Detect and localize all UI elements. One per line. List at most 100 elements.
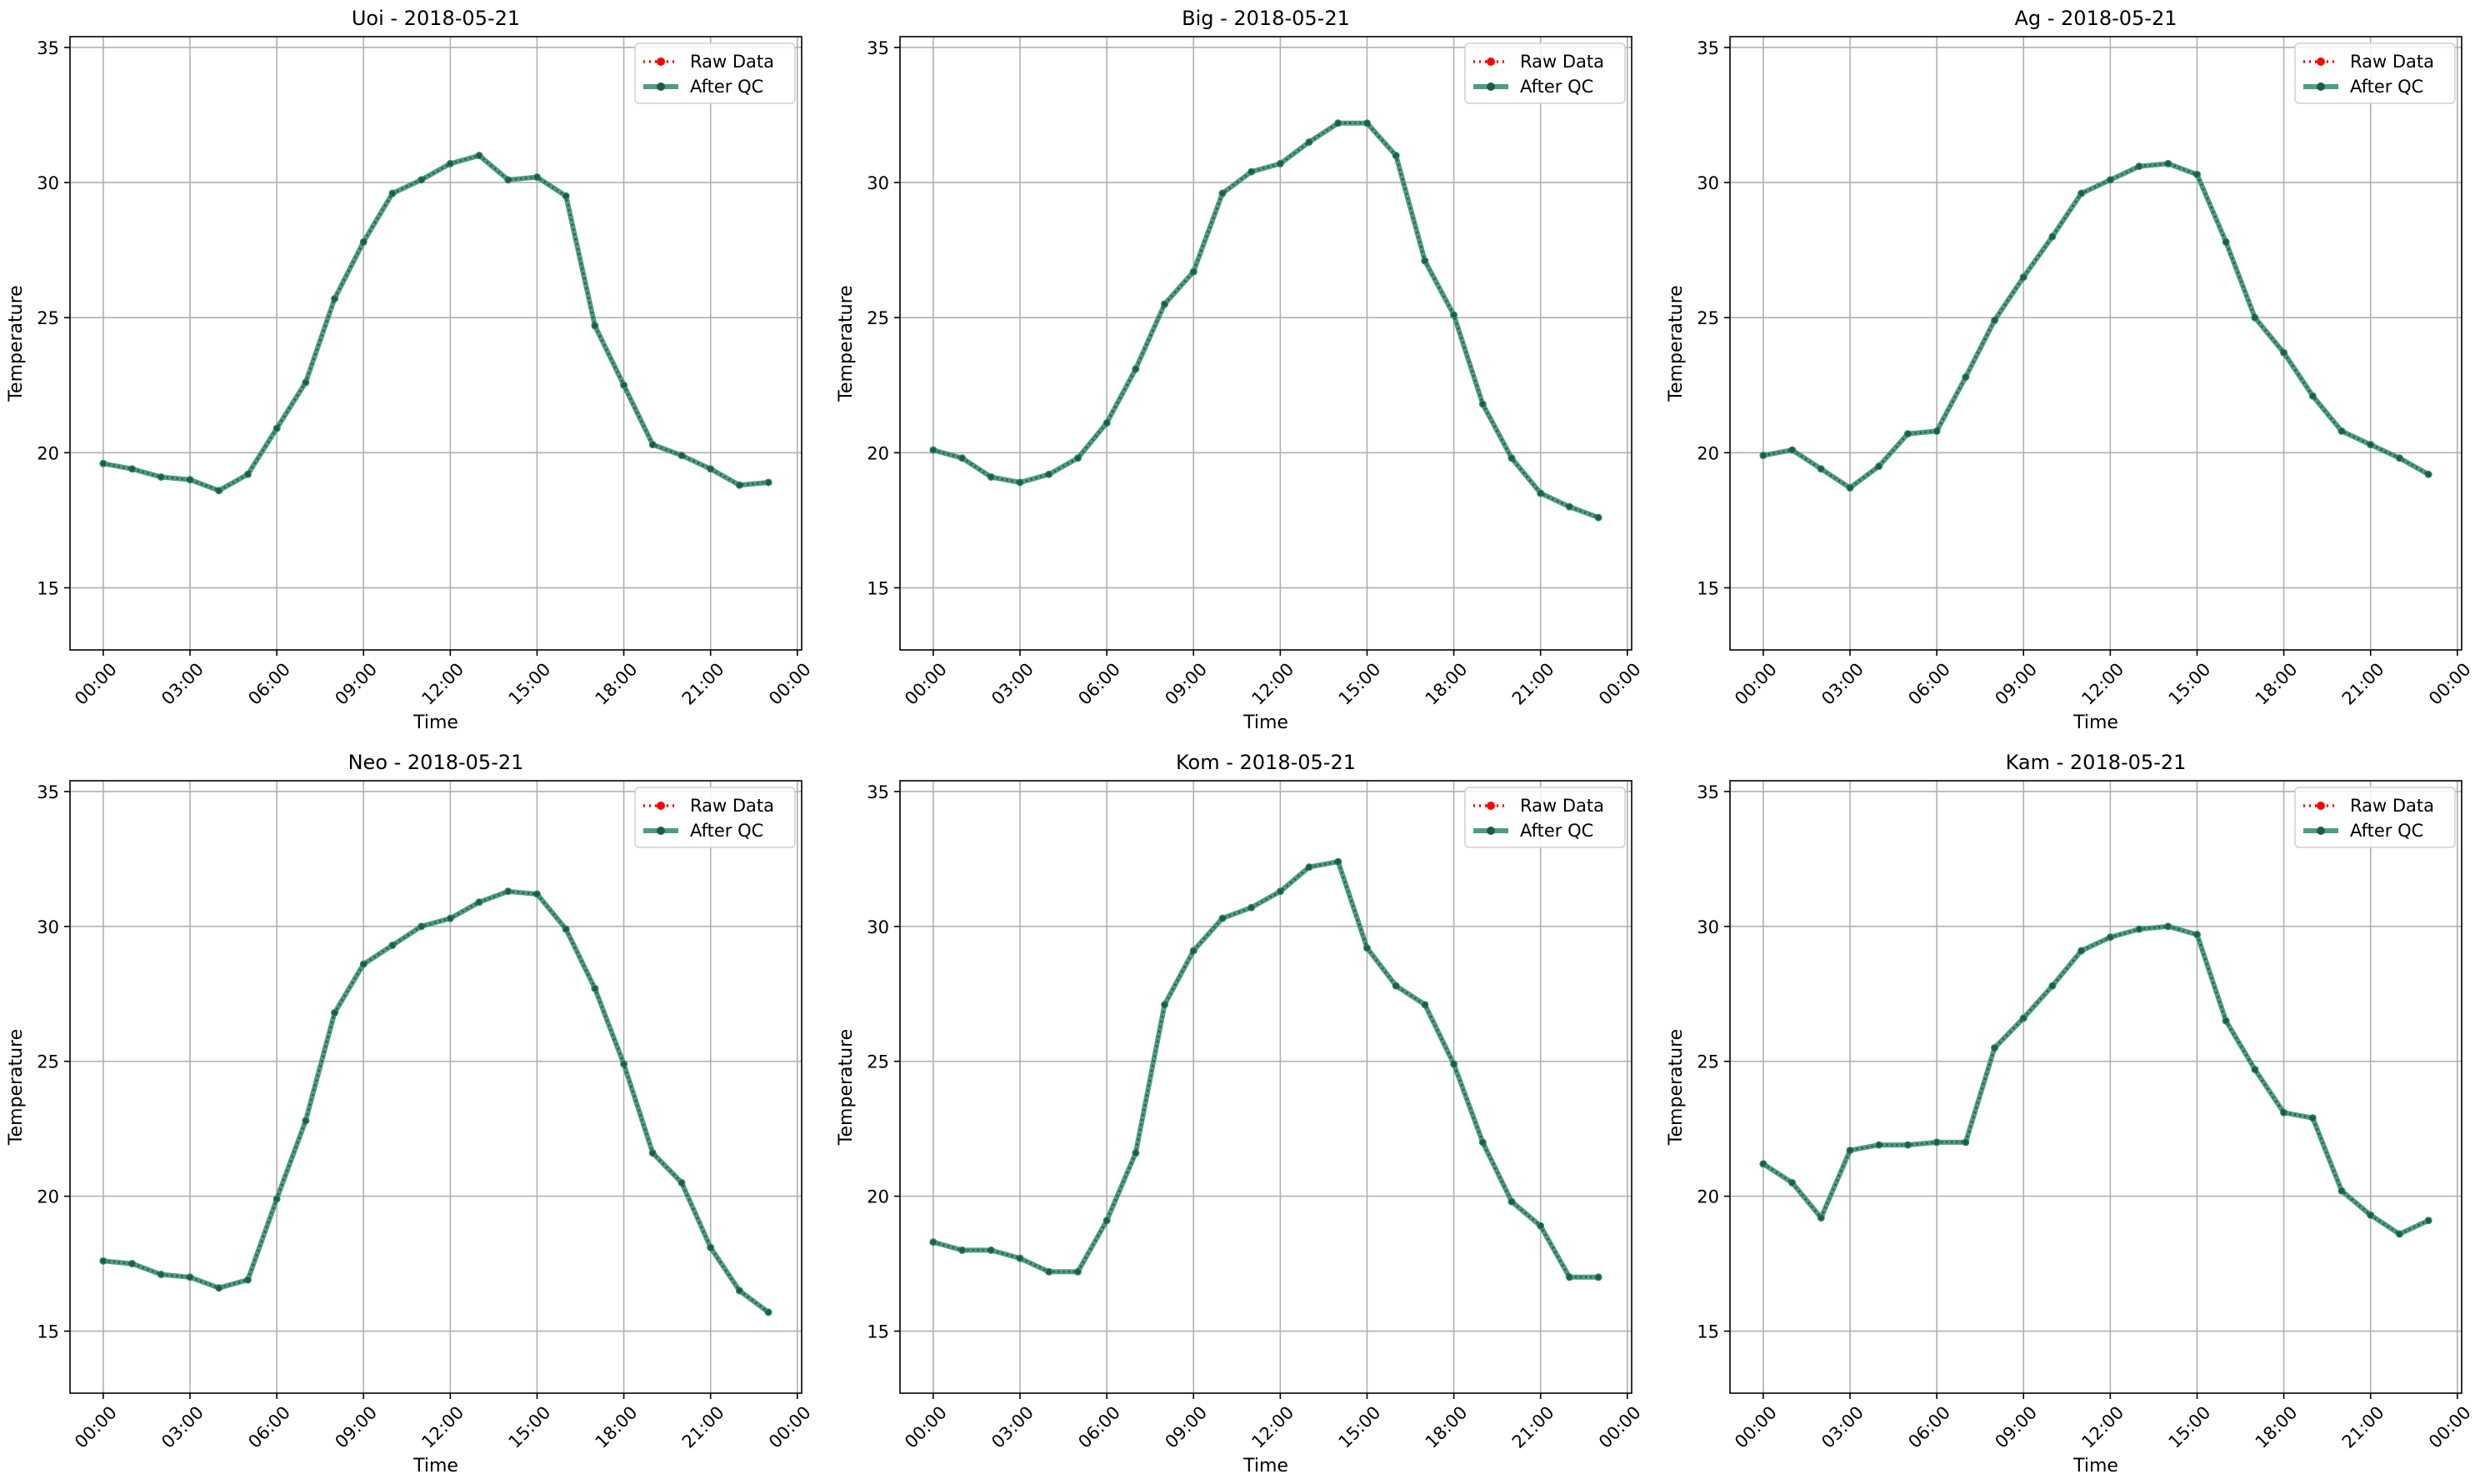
- legend-marker-after-qc: [2317, 827, 2325, 835]
- data-point-raw-data: [418, 177, 424, 183]
- plot-frame: [69, 36, 802, 651]
- x-tick-label: 21:00: [1508, 659, 1558, 709]
- x-tick-label: 21:00: [1508, 1402, 1558, 1452]
- data-point-raw-data: [765, 479, 772, 486]
- subplot-title: Ag - 2018-05-21: [2014, 7, 2177, 30]
- y-axis-label: Temperature: [1666, 1029, 1687, 1146]
- x-tick-label: 12:00: [418, 1402, 468, 1452]
- legend-marker-after-qc: [1487, 827, 1495, 835]
- data-point-raw-data: [302, 379, 309, 386]
- data-point-raw-data: [1962, 374, 1969, 380]
- y-axis-label: Temperature: [6, 285, 27, 402]
- x-tick-label: 09:00: [1991, 1402, 2041, 1452]
- data-point-raw-data: [245, 472, 251, 477]
- x-axis-label: Time: [412, 712, 458, 733]
- series-line-raw-data: [932, 122, 1599, 519]
- data-point-raw-data: [1992, 1045, 1998, 1051]
- data-point-raw-data: [2222, 239, 2229, 245]
- y-tick-label: 15: [867, 578, 889, 598]
- data-point-raw-data: [1818, 466, 1824, 472]
- x-tick-label: 03:00: [1818, 1402, 1868, 1452]
- data-point-raw-data: [2136, 926, 2142, 932]
- x-tick-label: 00:00: [901, 659, 951, 709]
- x-tick-label: 00:00: [2425, 1402, 2475, 1452]
- data-point-raw-data: [129, 466, 135, 472]
- data-point-raw-data: [592, 986, 598, 992]
- x-tick-label: 00:00: [901, 1402, 951, 1452]
- data-point-raw-data: [245, 1277, 251, 1283]
- x-tick-label: 00:00: [71, 659, 121, 709]
- legend-marker-raw-data: [657, 802, 665, 810]
- data-point-raw-data: [1595, 1274, 1602, 1280]
- y-tick-label: 25: [1697, 1052, 1719, 1072]
- data-point-raw-data: [1162, 1002, 1168, 1007]
- data-point-raw-data: [1364, 120, 1370, 126]
- x-tick-label: 12:00: [1248, 659, 1298, 709]
- data-point-raw-data: [1132, 1150, 1139, 1157]
- data-point-raw-data: [332, 296, 338, 302]
- data-point-raw-data: [765, 1309, 772, 1316]
- legend-label-raw-data: Raw Data: [1520, 52, 1604, 72]
- data-point-raw-data: [158, 1272, 164, 1277]
- data-point-raw-data: [2108, 934, 2113, 940]
- data-point-raw-data: [2049, 233, 2056, 240]
- series-line-raw-data: [932, 860, 1599, 1279]
- data-point-raw-data: [737, 1287, 742, 1294]
- data-point-raw-data: [1335, 120, 1341, 126]
- x-tick-label: 15:00: [505, 1402, 555, 1452]
- data-point-raw-data: [448, 161, 453, 167]
- legend-marker-after-qc: [657, 827, 665, 835]
- y-tick-label: 30: [37, 917, 59, 937]
- legend: Raw Data After QC: [2294, 787, 2456, 848]
- x-tick-label: 12:00: [2078, 1402, 2128, 1452]
- x-tick-label: 06:00: [1904, 659, 1954, 709]
- data-point-raw-data: [988, 474, 994, 480]
- x-tick-label: 15:00: [505, 659, 555, 709]
- data-point-raw-data: [2252, 1067, 2258, 1072]
- x-tick-label: 15:00: [2165, 659, 2215, 709]
- data-point-raw-data: [1876, 1142, 1882, 1148]
- data-point-raw-data: [678, 452, 685, 458]
- data-point-raw-data: [2281, 350, 2287, 356]
- data-point-raw-data: [621, 1061, 627, 1067]
- data-point-raw-data: [389, 942, 396, 948]
- data-point-raw-data: [1248, 168, 1254, 175]
- x-tick-label: 00:00: [1731, 1402, 1781, 1452]
- data-point-raw-data: [534, 174, 540, 180]
- legend-marker-after-qc: [657, 82, 665, 91]
- subplot-title: Neo - 2018-05-21: [348, 751, 524, 774]
- data-point-raw-data: [1017, 1255, 1023, 1262]
- x-tick-label: 00:00: [1595, 659, 1645, 709]
- data-point-raw-data: [708, 1244, 713, 1251]
- x-tick-label: 21:00: [678, 1402, 728, 1452]
- subplot-title: Kam - 2018-05-21: [2006, 751, 2187, 774]
- y-tick-label: 20: [867, 443, 889, 463]
- data-point-raw-data: [1760, 452, 1767, 458]
- data-point-raw-data: [448, 915, 453, 922]
- data-point-raw-data: [505, 177, 511, 183]
- data-point-raw-data: [562, 926, 569, 932]
- y-tick-label: 35: [37, 38, 59, 58]
- data-point-raw-data: [1278, 888, 1283, 894]
- x-tick-label: 09:00: [1161, 659, 1211, 709]
- legend-marker-raw-data: [1487, 57, 1495, 66]
- x-tick-label: 03:00: [158, 659, 208, 709]
- data-point-raw-data: [1306, 864, 1312, 870]
- subplot-3: Ag - 2018-05-21 15 20 25 30 35 00:00 03:00 06:00…: [1666, 7, 2475, 733]
- series-line-raw-data: [102, 890, 769, 1313]
- data-point-raw-data: [1905, 1142, 1911, 1148]
- plot-frame: [69, 780, 802, 1394]
- data-point-raw-data: [2281, 1110, 2287, 1116]
- series-line-after-qc: [102, 152, 769, 493]
- data-point-raw-data: [2078, 947, 2084, 954]
- legend-label-after-qc: After QC: [690, 821, 763, 841]
- x-tick-label: 00:00: [765, 659, 815, 709]
- data-point-raw-data: [1335, 858, 1341, 865]
- data-point-raw-data: [1103, 420, 1110, 426]
- series-line-after-qc: [932, 859, 1599, 1280]
- data-point-raw-data: [1538, 490, 1543, 497]
- y-tick-label: 25: [37, 1052, 59, 1072]
- data-point-raw-data: [2338, 1187, 2345, 1194]
- data-point-raw-data: [2194, 172, 2200, 177]
- data-point-raw-data: [2252, 314, 2258, 321]
